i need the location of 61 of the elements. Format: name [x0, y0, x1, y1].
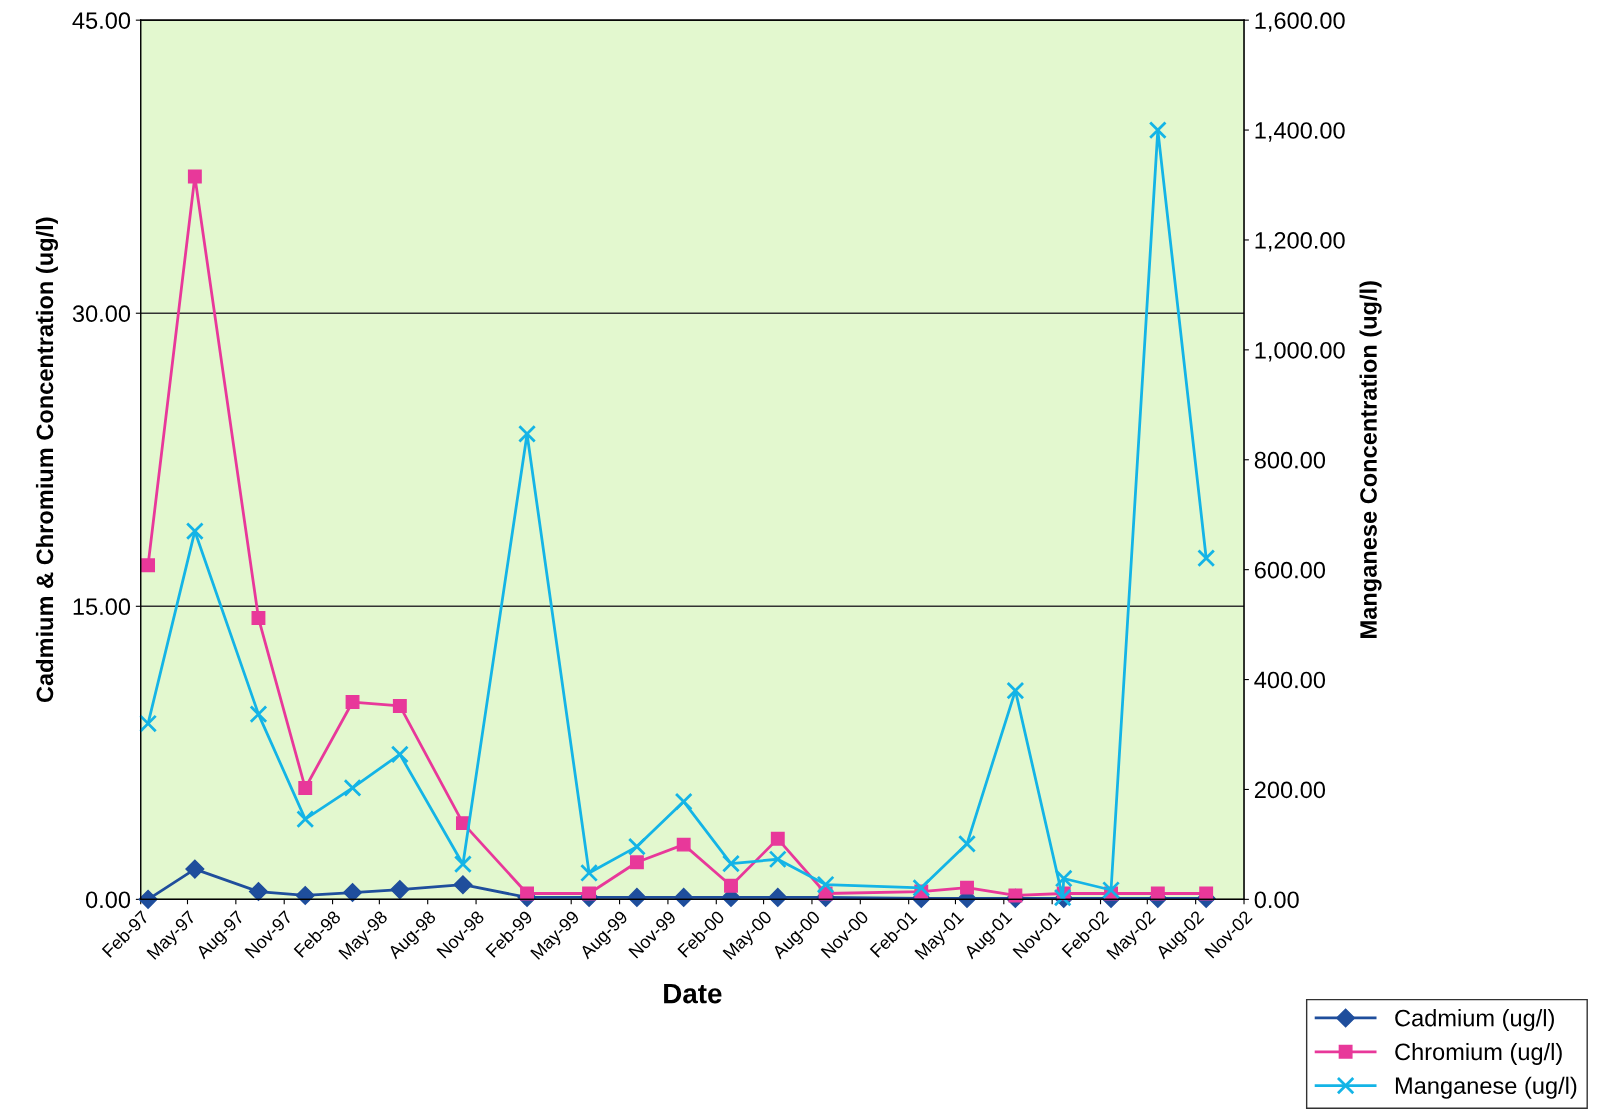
point [768, 850, 787, 869]
point [674, 792, 693, 811]
point [627, 887, 647, 907]
point [138, 889, 158, 909]
y2-tick-label: 800.00 [1254, 451, 1326, 469]
y2-tick-label: 1,400.00 [1255, 122, 1345, 142]
point [343, 778, 362, 797]
point [768, 887, 788, 907]
x-axis-title: Date [664, 984, 722, 1004]
point [957, 834, 977, 853]
y-axis-title: Cadmium & Chromium Concentration (ug/l) [35, 217, 59, 703]
y2-tick-label: 1,000.00 [1255, 341, 1345, 362]
point [770, 831, 785, 846]
y2-tick-label: 1,600.00 [1255, 12, 1345, 32]
y-tick-label: 15.00 [73, 598, 131, 616]
point [141, 558, 156, 573]
y-tick-label: 0.00 [85, 891, 131, 909]
point [960, 880, 974, 895]
point [298, 781, 313, 795]
point [185, 859, 205, 879]
y2-tick-label: 400.00 [1254, 671, 1326, 689]
y2-tick-label: 600.00 [1254, 561, 1326, 579]
point [1054, 869, 1073, 888]
point [912, 878, 931, 897]
point [1102, 880, 1121, 900]
point [139, 714, 158, 733]
point [629, 855, 644, 870]
legend-label: Manganese (ug/l) [1395, 1076, 1577, 1099]
point [724, 878, 738, 893]
point [295, 885, 315, 905]
point [580, 863, 599, 883]
y-tick-label: 30.00 [72, 305, 131, 323]
point [1148, 121, 1167, 140]
point [345, 695, 360, 709]
point [390, 745, 409, 764]
point [390, 880, 410, 900]
point [674, 887, 694, 907]
point [296, 810, 315, 829]
point [187, 169, 202, 184]
point [676, 837, 691, 852]
point [392, 698, 407, 713]
y2-axis-title: Manganese Concentration (ug/l) [1359, 281, 1382, 638]
point [1006, 681, 1025, 700]
point [185, 522, 204, 541]
y2-tick-label: 0.00 [1254, 891, 1299, 909]
point [343, 882, 363, 903]
point [627, 837, 646, 856]
y-tick-label: 45.00 [72, 12, 131, 29]
point [453, 855, 472, 874]
legend-label: Cadmium (ug/l) [1395, 1009, 1554, 1032]
point [721, 854, 741, 873]
point [816, 875, 835, 894]
point [248, 882, 268, 902]
legend-label: Chromium (ug/l) [1395, 1042, 1562, 1065]
point [249, 705, 268, 724]
point [453, 875, 473, 895]
point [251, 611, 266, 625]
y2-tick-label: 200.00 [1254, 781, 1326, 799]
point [1197, 549, 1216, 568]
point [518, 424, 537, 443]
y2-tick-label: 1,200.00 [1255, 232, 1345, 252]
